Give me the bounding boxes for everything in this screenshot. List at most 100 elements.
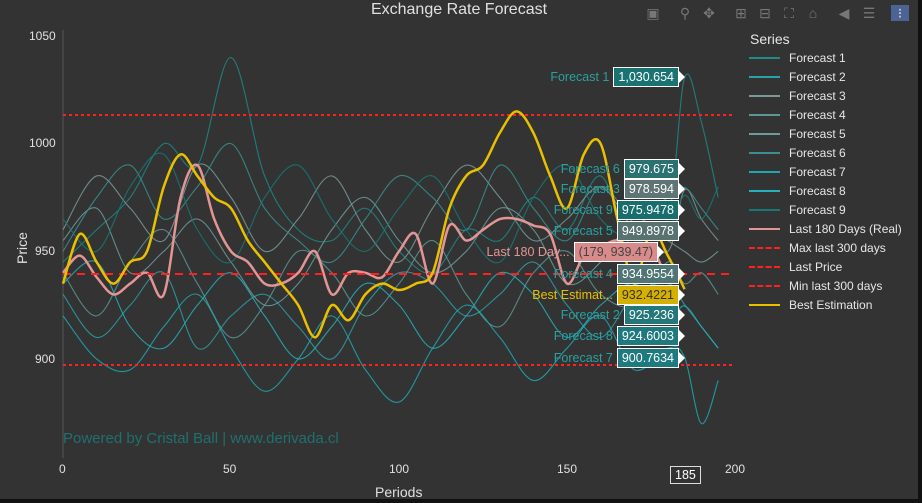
hover-series-name: Forecast 9: [553, 203, 613, 217]
hover-value: 924.6003: [616, 326, 679, 346]
hover-value: 934.9554: [616, 264, 679, 284]
y-tick: 950: [35, 244, 56, 258]
legend-item-forecast-1[interactable]: Forecast 1: [749, 48, 846, 67]
hover-arrow: [679, 183, 685, 195]
hover-value: 979.675: [623, 159, 679, 179]
camera-icon[interactable]: ▣: [646, 5, 660, 21]
hover-label-best-estimation: Best Estimat... 932.4221: [532, 285, 685, 305]
hover-value: 1,030.654: [613, 67, 679, 87]
hover-arrow: [679, 352, 685, 364]
hover-label-forecast-4: Forecast 4 934.9554: [554, 264, 685, 284]
hover-arrow: [679, 309, 685, 321]
legend-label: Forecast 7: [789, 164, 846, 179]
x-tick: 150: [557, 462, 578, 476]
plotly-logo-icon[interactable]: ⁝: [891, 5, 909, 21]
legend-swatch: [749, 208, 780, 211]
hover-series-name: Forecast 8: [553, 329, 613, 343]
legend-item-last-180-days-real-[interactable]: Last 180 Days (Real): [749, 219, 902, 238]
zoom-in-icon[interactable]: ⊞: [735, 5, 747, 21]
legend-swatch: [749, 94, 780, 97]
legend-swatch: [749, 189, 780, 192]
legend-item-forecast-4[interactable]: Forecast 4: [749, 105, 846, 124]
hover-label-forecast-1: Forecast 1 1,030.654: [550, 67, 685, 87]
hover-arrow: [679, 204, 685, 216]
x-tick: 200: [725, 462, 746, 476]
hover-label-last-180-days-real-: Last 180 Day... (179, 939.47): [486, 242, 664, 262]
hover-label-forecast-6: Forecast 6 979.675: [561, 159, 685, 179]
legend-item-forecast-7[interactable]: Forecast 7: [749, 162, 846, 181]
y-tick: 900: [35, 352, 56, 366]
legend-swatch: [749, 170, 780, 173]
legend-item-forecast-3[interactable]: Forecast 3: [749, 86, 846, 105]
hover-label-forecast-2: Forecast 2 925.236: [561, 305, 685, 325]
legend-label: Last 180 Days (Real): [789, 221, 902, 236]
legend-item-best-estimation[interactable]: Best Estimation: [749, 295, 872, 314]
reset-axes-icon[interactable]: ⌂: [808, 5, 818, 21]
x-spike-label: 185: [670, 466, 701, 484]
legend-item-forecast-5[interactable]: Forecast 5: [749, 124, 846, 143]
legend-item-forecast-8[interactable]: Forecast 8: [749, 181, 846, 200]
hover-value: 900.7634: [616, 348, 679, 368]
legend-label: Forecast 5: [789, 126, 846, 141]
legend-item-min-last-300-days[interactable]: Min last 300 days: [749, 276, 882, 295]
zoom-out-icon[interactable]: ⊟: [759, 5, 771, 21]
legend-swatch: [749, 151, 780, 154]
hover-label-forecast-5: Forecast 5 949.8978: [554, 221, 685, 241]
zoom-icon[interactable]: ⚲: [679, 5, 691, 21]
legend-label: Forecast 8: [789, 183, 846, 198]
legend-swatch: [749, 303, 780, 306]
hover-closest-icon[interactable]: ◀: [838, 5, 850, 21]
legend-label: Forecast 4: [789, 107, 846, 122]
x-axis-label: Periods: [375, 484, 423, 500]
legend-label: Forecast 1: [789, 50, 846, 65]
hover-arrow: [679, 268, 685, 280]
legend-item-max-last-300-days[interactable]: Max last 300 days: [749, 238, 886, 257]
hover-series-name: Forecast 7: [553, 351, 613, 365]
x-tick: 50: [223, 462, 237, 476]
hover-value: 978.594: [623, 179, 679, 199]
hover-value: 975.9478: [616, 200, 679, 220]
legend-swatch: [749, 246, 780, 249]
hover-value: 932.4221: [616, 285, 679, 305]
hover-label-forecast-7: Forecast 7 900.7634: [554, 348, 685, 368]
y-tick: 1050: [29, 29, 56, 43]
hover-compare-icon[interactable]: ☰: [862, 5, 876, 21]
hover-series-name: Best Estimat...: [532, 288, 613, 302]
y-axis-label: Price: [14, 232, 30, 264]
hover-series-name: Forecast 6: [560, 162, 620, 176]
legend-title: Series: [750, 31, 790, 47]
hover-arrow: [679, 330, 685, 342]
hover-arrow: [679, 71, 685, 83]
hover-arrow: [679, 163, 685, 175]
y-tick: 1000: [29, 136, 56, 150]
legend-label: Min last 300 days: [789, 278, 883, 293]
legend-item-forecast-2[interactable]: Forecast 2: [749, 67, 846, 86]
hover-series-name: Forecast 4: [553, 267, 613, 281]
legend-label: Max last 300 days: [789, 240, 886, 255]
legend-label: Forecast 9: [789, 202, 846, 217]
series-line-best-estimation: [61, 110, 686, 339]
legend-item-forecast-6[interactable]: Forecast 6: [749, 143, 846, 162]
legend-label: Forecast 6: [789, 145, 846, 160]
hover-value: 949.8978: [616, 221, 679, 241]
legend-swatch: [749, 113, 780, 116]
hover-label-forecast-3: Forecast 3 978.594: [561, 179, 685, 199]
hover-series-name: Last 180 Day...: [486, 245, 570, 259]
chart-title: Exchange Rate Forecast: [370, 1, 548, 18]
legend-label: Best Estimation: [789, 297, 873, 312]
legend-swatch: [749, 132, 780, 135]
x-tick: 100: [389, 462, 410, 476]
legend-swatch: [749, 75, 780, 78]
watermark: Powered by Cristal Ball | www.derivada.c…: [63, 430, 339, 447]
legend-label: Forecast 3: [789, 88, 846, 103]
pan-icon[interactable]: ✥: [703, 5, 715, 21]
legend-swatch: [749, 227, 780, 230]
hover-arrow: [679, 289, 685, 301]
legend-item-last-price[interactable]: Last Price: [749, 257, 842, 276]
legend-item-forecast-9[interactable]: Forecast 9: [749, 200, 846, 219]
legend-label: Last Price: [789, 259, 843, 274]
hover-series-name: Forecast 5: [553, 224, 613, 238]
hover-series-name: Forecast 3: [560, 182, 620, 196]
autoscale-icon[interactable]: ⛶: [784, 5, 794, 21]
